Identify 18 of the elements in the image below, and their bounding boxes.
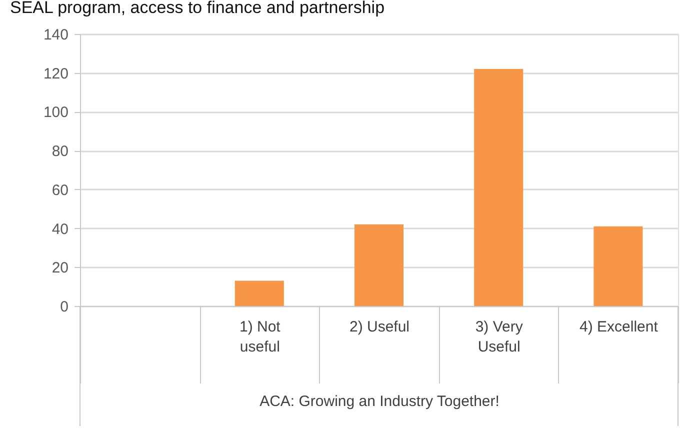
y-tick-label: 40 xyxy=(52,220,68,238)
bar xyxy=(594,226,643,306)
x-tick-label: 4) Excellent xyxy=(580,318,659,336)
y-tick-label: 120 xyxy=(43,65,68,82)
y-tick-label: 60 xyxy=(52,182,68,199)
y-tick-label: 140 xyxy=(43,26,68,44)
x-axis-title: ACA: Growing an Industry Together! xyxy=(260,393,500,410)
x-tick-label: 2) Useful xyxy=(349,318,410,336)
y-tick-label: 80 xyxy=(52,143,68,160)
y-tick-label: 20 xyxy=(52,260,68,277)
chart-title: SEAL program, access to finance and partnership xyxy=(10,0,385,17)
y-tick-label: 0 xyxy=(60,298,68,316)
x-tick-label: 3) Very Useful xyxy=(475,318,524,356)
bar xyxy=(354,224,404,306)
bar xyxy=(234,280,284,306)
y-tick-label: 100 xyxy=(43,104,68,122)
bar xyxy=(474,68,524,306)
x-tick-label: 1) Not useful xyxy=(239,318,282,356)
